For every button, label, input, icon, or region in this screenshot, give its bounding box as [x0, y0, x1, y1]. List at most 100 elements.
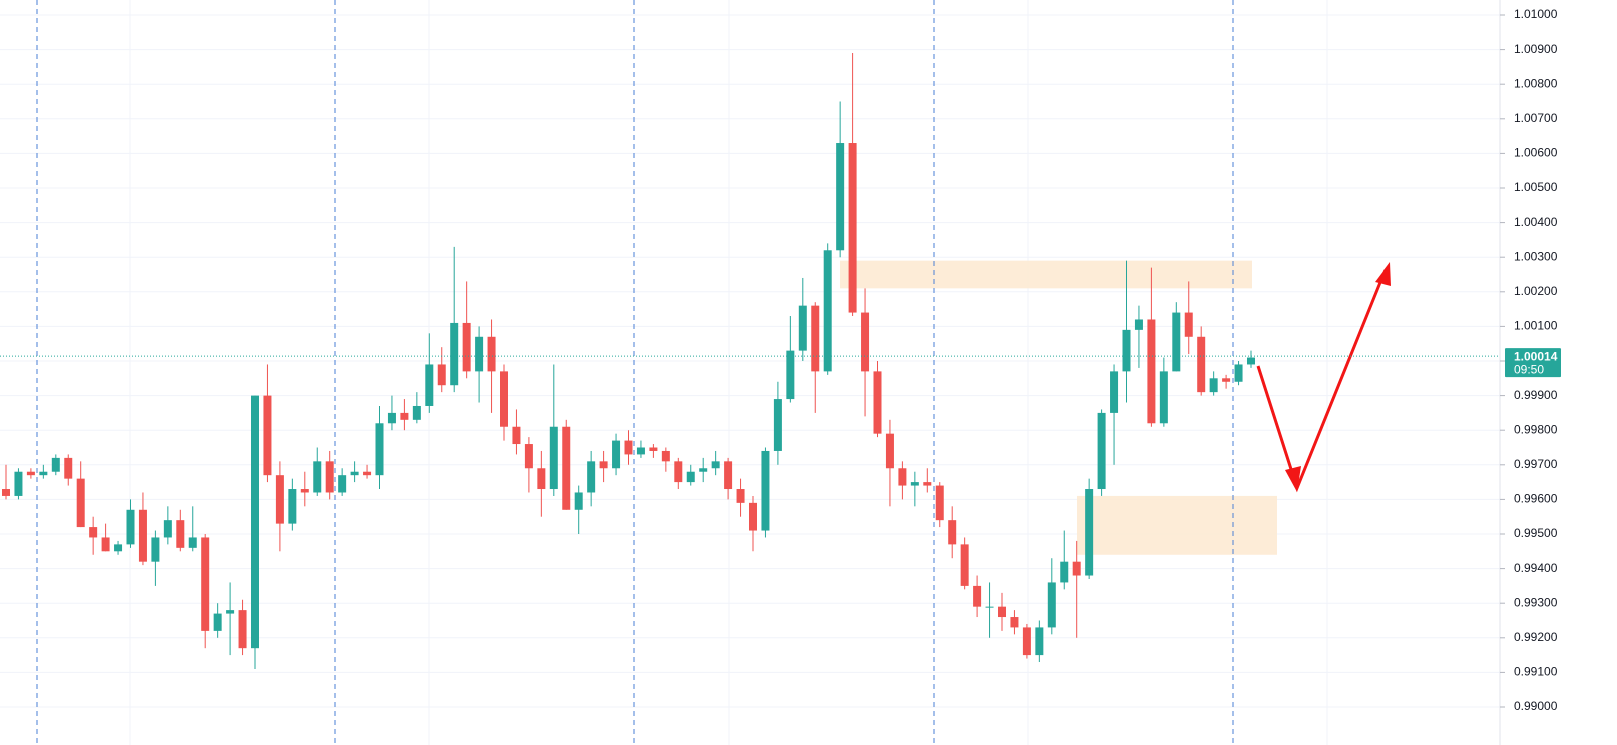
- candle-body: [973, 585, 982, 607]
- candle-body: [462, 322, 471, 372]
- candle-body: [1072, 561, 1081, 576]
- y-tick-label: 0.99000: [1514, 699, 1558, 713]
- y-tick-label: 0.99300: [1514, 595, 1558, 609]
- y-tick-label: 0.99400: [1514, 561, 1558, 575]
- candle-body: [661, 450, 670, 462]
- candle-body: [76, 478, 85, 528]
- candle-body: [1184, 312, 1193, 337]
- candle-body: [325, 461, 334, 493]
- candle-body: [263, 395, 272, 476]
- candle-body: [811, 305, 820, 372]
- candle-body: [636, 447, 645, 455]
- candle-body: [512, 426, 521, 445]
- candle-body: [773, 399, 782, 451]
- candle-body: [998, 606, 1006, 618]
- candle-body: [487, 336, 496, 372]
- y-tick-label: 0.99900: [1514, 388, 1558, 402]
- candle-body: [412, 405, 421, 420]
- session-separators: [36, 0, 1234, 745]
- candle-body: [1047, 582, 1056, 628]
- candle-body: [363, 471, 372, 476]
- candle-body: [587, 461, 596, 493]
- candle-body: [1159, 371, 1168, 424]
- countdown-label: 09:50: [1514, 362, 1544, 376]
- candle-body: [1110, 371, 1119, 413]
- candle-body: [1134, 319, 1143, 330]
- y-tick-label: 0.99800: [1514, 422, 1558, 436]
- price-grid: [0, 14, 1500, 708]
- y-tick-label: 1.00500: [1514, 180, 1558, 194]
- candle-body: [238, 610, 247, 649]
- candle-body: [1035, 627, 1044, 656]
- candle-body: [524, 444, 533, 469]
- zone: [840, 260, 1252, 289]
- y-tick-label: 1.00300: [1514, 249, 1558, 263]
- candle-body: [861, 312, 870, 372]
- candle-body: [935, 485, 944, 521]
- candle-body: [89, 527, 98, 538]
- candle-body: [798, 305, 807, 351]
- candle-body: [437, 364, 446, 386]
- candle-body: [475, 336, 484, 372]
- candle-body: [761, 450, 770, 531]
- candle-body: [425, 364, 434, 406]
- candle-body: [599, 461, 608, 469]
- candle-body: [450, 322, 459, 386]
- candle-body: [1085, 489, 1094, 576]
- arrow-head: [1375, 262, 1391, 286]
- candle-body: [823, 250, 832, 372]
- y-tick-label: 0.99600: [1514, 492, 1558, 506]
- y-tick-label: 0.99200: [1514, 630, 1558, 644]
- candle-body: [562, 426, 571, 510]
- candle-body: [537, 468, 546, 490]
- candle-body: [1234, 364, 1243, 382]
- y-tick-label: 1.00100: [1514, 319, 1558, 333]
- candle-body: [873, 371, 882, 434]
- candle-body: [101, 537, 110, 552]
- candle-body: [201, 537, 210, 631]
- candle-body: [749, 502, 757, 531]
- y-tick-label: 0.99700: [1514, 457, 1558, 471]
- candle-body: [736, 489, 745, 503]
- candle-body: [1010, 617, 1019, 628]
- y-tick-label: 1.00700: [1514, 111, 1558, 125]
- candle-body: [126, 509, 135, 545]
- last-price-label: 1.00014: [1514, 349, 1558, 363]
- candles: [2, 53, 1255, 669]
- arrow-drawing: [1256, 262, 1391, 493]
- candle-body: [2, 489, 10, 496]
- candle-body: [1122, 329, 1131, 372]
- candle-body: [338, 475, 347, 493]
- candle-body: [275, 475, 284, 524]
- candle-body: [138, 509, 147, 562]
- candle-body: [923, 482, 932, 486]
- candle-body: [500, 371, 508, 427]
- y-tick-label: 0.99100: [1514, 665, 1558, 679]
- price-axis: 0.99000 0.99100 0.99200 0.99300 0.99400 0.995…: [1499, 0, 1558, 745]
- candle-body: [885, 433, 894, 469]
- candle-body: [948, 520, 957, 545]
- candle-body: [375, 423, 384, 476]
- candle-body: [51, 457, 60, 472]
- candle-body: [1060, 561, 1069, 583]
- candle-body: [226, 610, 235, 614]
- candle-body: [574, 492, 583, 510]
- candle-body: [387, 412, 396, 424]
- y-tick-label: 1.00400: [1514, 215, 1558, 229]
- y-tick-label: 1.00800: [1514, 76, 1558, 90]
- candle-body: [898, 468, 907, 486]
- candle-body: [624, 440, 633, 455]
- candle-body: [163, 520, 172, 538]
- candle-body: [1197, 336, 1206, 393]
- arrow-head: [1285, 466, 1301, 492]
- candle-body: [176, 520, 185, 548]
- last-price-box: [1505, 348, 1561, 378]
- candle-body: [350, 471, 359, 476]
- candle-body: [300, 489, 309, 493]
- candle-body: [1172, 312, 1181, 372]
- candle-body: [674, 461, 683, 483]
- candle-body: [836, 143, 845, 251]
- y-tick-label: 1.00900: [1514, 42, 1558, 56]
